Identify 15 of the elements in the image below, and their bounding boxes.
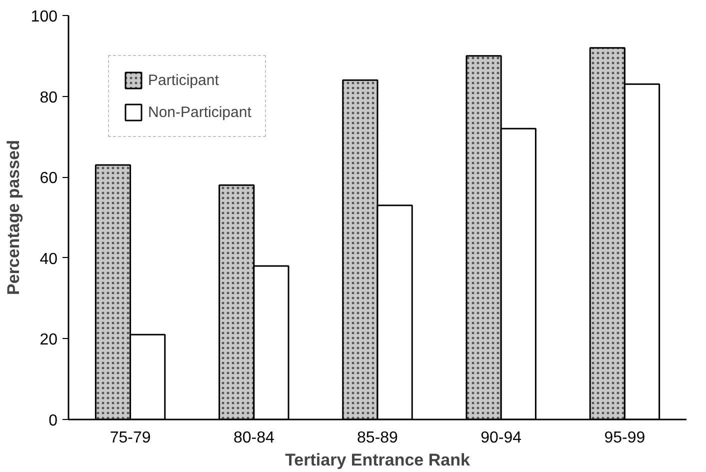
x-tick-label: 95-99 <box>604 430 646 446</box>
x-tick-label: 75-79 <box>110 430 151 446</box>
legend-label: Participant <box>148 72 219 88</box>
y-tick-label: 0 <box>48 412 58 430</box>
y-tick-label: 60 <box>40 170 58 188</box>
y-tick-label: 80 <box>40 89 58 106</box>
legend-label: Non-Participant <box>148 104 252 120</box>
y-tick-label: 100 <box>30 8 58 26</box>
x-axis-title: Tertiary Entrance Rank <box>285 450 470 470</box>
y-tick-label: 20 <box>40 332 58 349</box>
x-tick-label: 80-84 <box>233 430 274 446</box>
y-axis-title: Percentage passed <box>4 140 23 295</box>
x-tick-label: 90-94 <box>480 430 522 446</box>
y-tick-label: 40 <box>40 250 58 268</box>
x-tick-label: 85-89 <box>357 430 398 446</box>
